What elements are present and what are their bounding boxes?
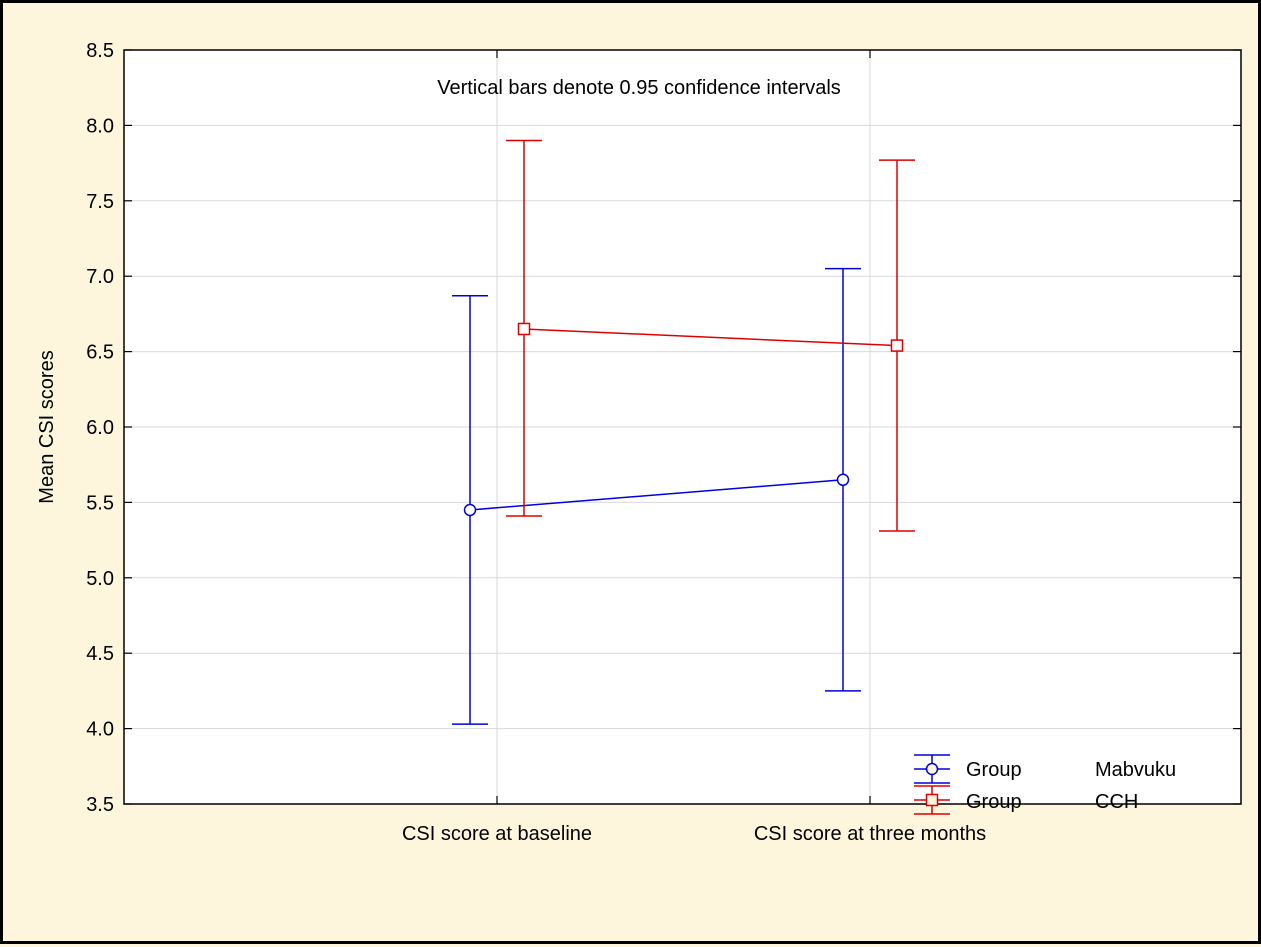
x-tick-label: CSI score at three months xyxy=(754,823,986,845)
legend-label-0: Group xyxy=(966,759,1022,781)
y-tick-label: 5.5 xyxy=(86,492,114,514)
y-tick-label: 6.0 xyxy=(86,417,114,439)
grid xyxy=(124,50,1241,804)
legend-marker-bg xyxy=(926,794,938,806)
marker-bg xyxy=(518,323,530,335)
y-axis-ticks: 3.5 4.0 4.5 5.0 5.5 6.0 6.5 7.0 7.5 8.0 8.5 xyxy=(86,40,1241,816)
y-tick-label: 3.5 xyxy=(86,794,114,816)
y-axis-title: Mean CSI scores xyxy=(36,350,58,503)
legend-marker xyxy=(925,793,939,807)
legend-value-1: CCH xyxy=(1095,791,1138,813)
y-tick-label: 4.0 xyxy=(86,719,114,741)
legend-marker-bg xyxy=(926,763,938,775)
y-tick-label: 6.5 xyxy=(86,342,114,364)
marker-bg xyxy=(891,340,903,352)
series-0 xyxy=(452,267,861,725)
marker-bg xyxy=(464,504,476,516)
x-tick-label: CSI score at baseline xyxy=(402,823,592,845)
series-layer xyxy=(452,139,915,725)
legend-value-0: Mabvuku xyxy=(1095,759,1176,781)
data-point xyxy=(836,473,850,487)
legend-label-1: Group xyxy=(966,791,1022,813)
series-line xyxy=(523,328,898,347)
y-tick-label: 7.5 xyxy=(86,191,114,213)
series-line xyxy=(469,479,844,511)
marker-bg xyxy=(837,474,849,486)
legend: Group Mabvuku Group CCH xyxy=(914,754,1176,815)
x-axis-ticks: CSI score at baseline CSI score at three … xyxy=(402,50,986,845)
y-tick-label: 4.5 xyxy=(86,643,114,665)
data-point xyxy=(890,339,904,352)
y-tick-label: 8.0 xyxy=(86,115,114,137)
y-tick-label: 8.5 xyxy=(86,40,114,62)
legend-marker xyxy=(925,762,939,776)
ci-line-chart: 3.5 4.0 4.5 5.0 5.5 6.0 6.5 7.0 7.5 8.0 8.5 CSI sc… xyxy=(36,40,1242,845)
ci-annotation: Vertical bars denote 0.95 confidence int… xyxy=(437,77,841,99)
series-1 xyxy=(506,139,915,532)
data-point xyxy=(517,322,531,336)
data-point xyxy=(463,503,477,517)
y-tick-label: 7.0 xyxy=(86,266,114,288)
y-tick-label: 5.0 xyxy=(86,568,114,590)
